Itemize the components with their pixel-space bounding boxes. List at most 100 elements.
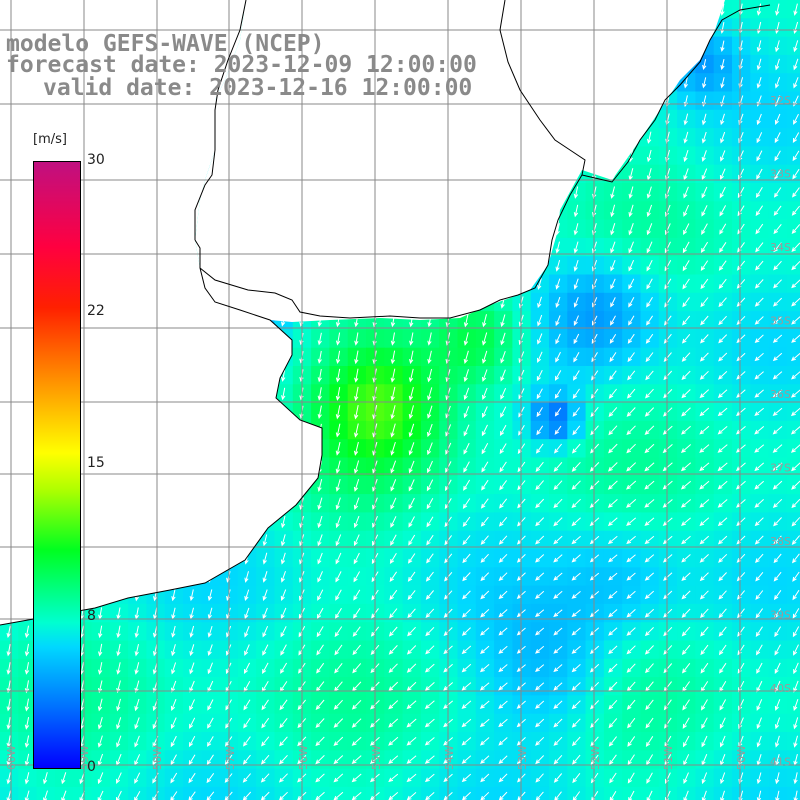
- wind-arrow: [280, 662, 288, 674]
- wind-arrow: [571, 700, 581, 710]
- wind-arrow: [717, 389, 728, 398]
- wind-arrow: [461, 645, 472, 655]
- wind-arrow: [351, 755, 362, 765]
- wind-arrow: [608, 663, 618, 673]
- wind-arrow: [793, 662, 799, 675]
- wind-arrow: [683, 77, 688, 89]
- wind-arrow: [555, 296, 561, 308]
- wind-arrow: [699, 535, 710, 545]
- wind-arrow: [718, 278, 727, 290]
- wind-arrow: [608, 572, 618, 581]
- wind-arrow: [792, 626, 800, 638]
- wind-arrow: [774, 717, 781, 730]
- wind-arrow: [589, 572, 600, 581]
- wind-arrow: [170, 791, 178, 800]
- wind-arrow: [609, 352, 617, 363]
- wind-arrow: [24, 680, 30, 694]
- wind-arrow: [699, 517, 710, 527]
- wind-arrow: [354, 405, 359, 420]
- wind-arrow: [334, 644, 343, 656]
- wind-arrow: [699, 425, 710, 435]
- wind-arrow: [754, 352, 764, 362]
- wind-arrow: [790, 407, 800, 417]
- wind-arrow: [718, 315, 727, 326]
- wind-arrow: [498, 773, 508, 783]
- wind-arrow: [645, 333, 654, 344]
- wind-arrow: [700, 241, 709, 253]
- latitude-label: 38S: [770, 535, 791, 548]
- wind-arrow: [736, 407, 746, 417]
- wind-arrow: [335, 350, 341, 365]
- wind-arrow: [390, 368, 396, 383]
- wind-arrow: [756, 3, 762, 16]
- wind-arrow: [317, 332, 322, 346]
- wind-arrow: [170, 754, 177, 766]
- wind-arrow: [774, 608, 782, 619]
- wind-arrow: [590, 718, 599, 728]
- wind-arrow: [188, 735, 196, 748]
- wind-arrow: [427, 350, 432, 365]
- wind-arrow: [773, 517, 782, 527]
- wind-arrow: [553, 700, 563, 709]
- wind-arrow: [518, 332, 524, 346]
- wind-arrow: [388, 755, 399, 764]
- wind-arrow: [390, 460, 397, 474]
- wind-arrow: [772, 426, 783, 435]
- wind-arrow: [772, 498, 783, 509]
- wind-arrow: [793, 113, 799, 125]
- wind-arrow: [242, 791, 252, 800]
- wind-arrow: [554, 407, 562, 417]
- wind-arrow: [425, 645, 435, 655]
- wind-arrow: [353, 608, 361, 619]
- wind-cell: [146, 786, 166, 800]
- wind-arrow: [278, 773, 288, 783]
- wind-arrow: [646, 772, 653, 784]
- wind-arrow: [427, 460, 433, 474]
- wind-arrow: [775, 772, 780, 785]
- wind-arrow: [244, 644, 250, 656]
- wind-arrow: [772, 371, 783, 380]
- wind-arrow: [206, 791, 215, 800]
- wind-arrow: [646, 168, 652, 181]
- wind-arrow: [207, 717, 214, 729]
- wind-arrow: [644, 590, 655, 600]
- wind-arrow: [500, 387, 507, 400]
- wind-arrow: [262, 552, 268, 565]
- wind-arrow: [207, 589, 213, 602]
- colorbar-tick-min: 0: [87, 759, 96, 775]
- wind-arrow: [407, 571, 416, 582]
- wind-arrow: [553, 461, 563, 472]
- wind-arrow: [317, 405, 322, 420]
- wind-arrow: [24, 717, 30, 730]
- wind-arrow: [718, 352, 728, 362]
- wind-cell: [237, 786, 257, 800]
- latitude-label: 36S: [770, 388, 791, 401]
- wind-arrow: [608, 425, 618, 436]
- wind-arrow: [720, 40, 725, 53]
- wind-arrow: [793, 644, 799, 656]
- wind-arrow: [243, 736, 251, 747]
- latitude-label: 39S: [770, 609, 791, 622]
- wind-arrow: [536, 369, 543, 382]
- wind-arrow: [754, 444, 765, 453]
- wind-arrow: [335, 571, 342, 583]
- wind-arrow: [116, 717, 122, 730]
- wind-arrow: [335, 332, 341, 346]
- wind-arrow: [479, 682, 490, 691]
- wind-cell: [786, 73, 800, 93]
- wind-arrow: [681, 572, 691, 581]
- wind-arrow: [775, 3, 780, 16]
- wind-arrow: [426, 534, 434, 546]
- wind-arrow: [682, 735, 690, 748]
- wind-arrow: [755, 187, 763, 198]
- wind-cell: [786, 567, 800, 587]
- wind-arrow: [626, 388, 636, 399]
- wind-arrow: [791, 242, 800, 253]
- wind-arrow: [406, 755, 417, 764]
- wind-arrow: [262, 662, 269, 675]
- wind-cell: [640, 786, 660, 800]
- wind-arrow: [793, 58, 799, 71]
- wind-arrow: [279, 699, 288, 711]
- wind-arrow: [388, 736, 399, 746]
- wind-arrow: [262, 625, 269, 638]
